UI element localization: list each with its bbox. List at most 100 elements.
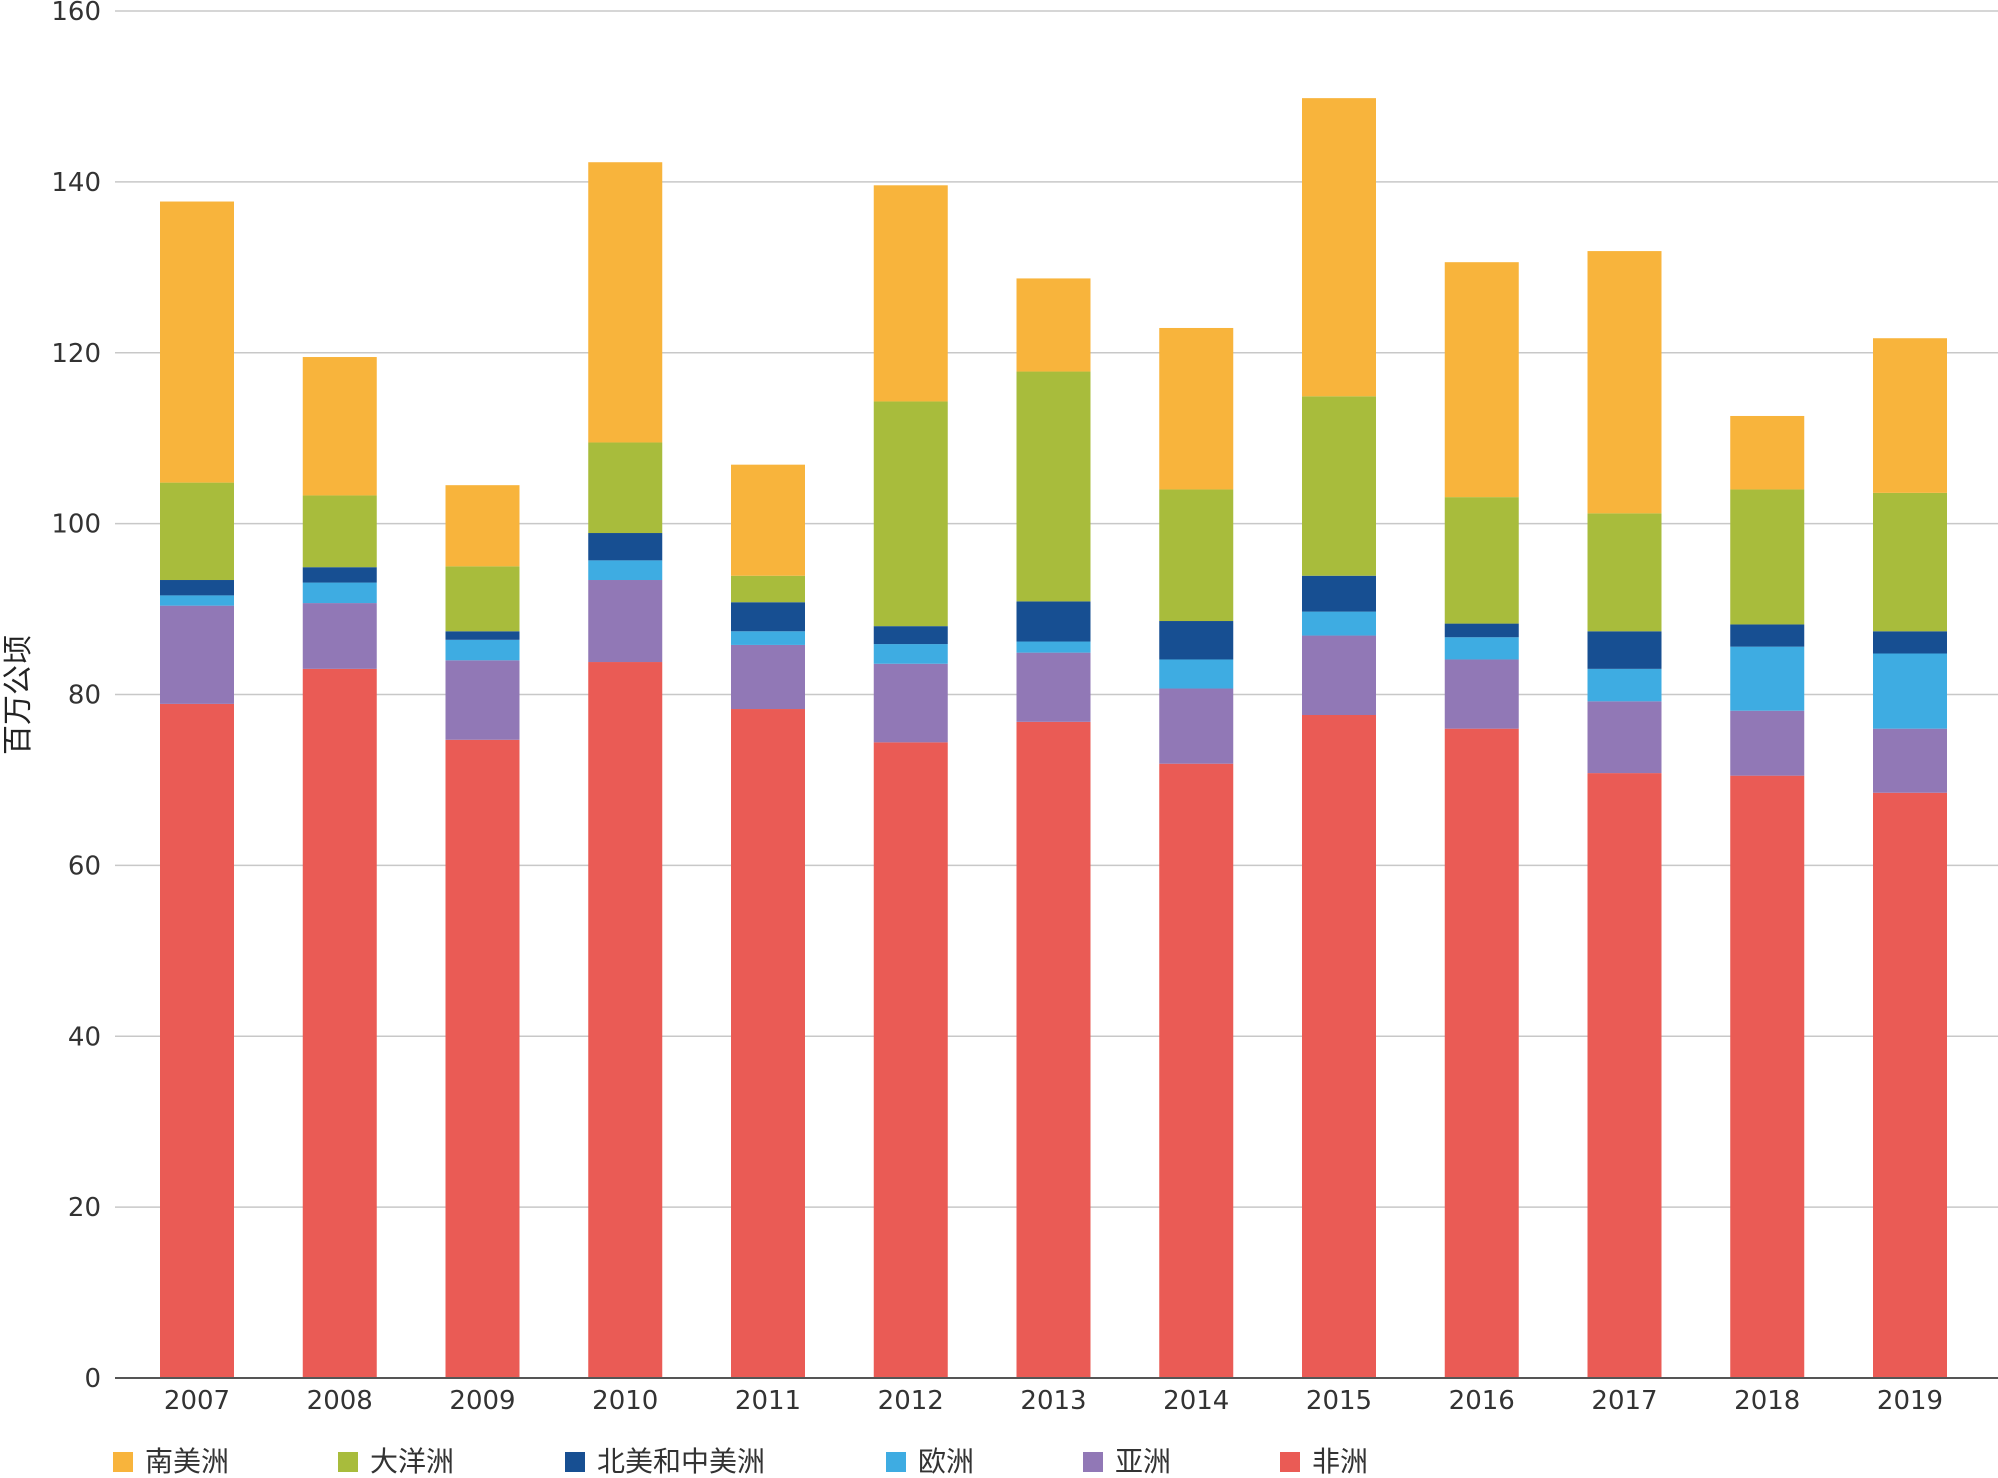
bar-segment bbox=[1016, 721, 1091, 1378]
bar-segment bbox=[1587, 701, 1662, 774]
bar-segment bbox=[1730, 624, 1805, 647]
legend-label: 北美和中美洲 bbox=[597, 1445, 765, 1478]
x-tick-label: 2014 bbox=[1163, 1386, 1229, 1416]
bar-segment bbox=[302, 582, 377, 604]
legend-label: 南美洲 bbox=[145, 1445, 229, 1478]
bars bbox=[160, 98, 1947, 1378]
x-tick-label: 2010 bbox=[592, 1386, 658, 1416]
legend-swatch bbox=[1280, 1452, 1300, 1472]
bar-segment bbox=[1016, 641, 1091, 653]
bar-segment bbox=[1302, 635, 1376, 716]
bar-segment bbox=[1016, 652, 1091, 722]
bar-segment bbox=[1444, 728, 1519, 1378]
legend-label: 欧洲 bbox=[918, 1445, 974, 1478]
bar-segment bbox=[1159, 327, 1234, 490]
x-tick-label: 2007 bbox=[164, 1386, 230, 1416]
x-tick-label: 2011 bbox=[735, 1386, 801, 1416]
bar-segment bbox=[1730, 415, 1805, 490]
bar-segment bbox=[873, 644, 948, 664]
bar-segment bbox=[1302, 98, 1376, 397]
legend-item: 非洲 bbox=[1280, 1445, 1368, 1478]
bar-segment bbox=[302, 603, 377, 669]
bar-segment bbox=[445, 739, 520, 1378]
y-axis-title: 百万公顷 bbox=[1, 635, 36, 755]
x-tick-label: 2009 bbox=[449, 1386, 515, 1416]
legend-item: 大洋洲 bbox=[338, 1445, 454, 1478]
bar-segment bbox=[731, 644, 805, 710]
bar-segment bbox=[731, 602, 805, 632]
y-tick-label: 120 bbox=[51, 339, 101, 369]
legend-swatch bbox=[886, 1452, 906, 1472]
legend-swatch bbox=[338, 1452, 358, 1472]
bar-segment bbox=[1873, 338, 1947, 493]
bar-segment bbox=[1016, 278, 1091, 372]
bar-segment bbox=[588, 560, 663, 581]
y-tick-label: 140 bbox=[51, 168, 101, 198]
bar-segment bbox=[1444, 637, 1519, 660]
bar-segment bbox=[1587, 251, 1662, 514]
x-tick-label: 2019 bbox=[1877, 1386, 1943, 1416]
bar-segment bbox=[445, 631, 520, 640]
bar-segment bbox=[1444, 659, 1519, 729]
y-tick-label: 20 bbox=[68, 1193, 101, 1223]
bar-segment bbox=[1302, 715, 1376, 1378]
legend-swatch bbox=[1083, 1452, 1103, 1472]
legend-swatch bbox=[113, 1452, 133, 1472]
bar-segment bbox=[1873, 653, 1947, 729]
bar-segment bbox=[1730, 775, 1805, 1378]
bar-segment bbox=[302, 567, 377, 583]
bar-segment bbox=[873, 663, 948, 743]
bar-segment bbox=[1730, 489, 1805, 625]
bar-segment bbox=[445, 660, 520, 740]
bar-segment bbox=[588, 662, 663, 1378]
y-tick-label: 0 bbox=[84, 1364, 101, 1394]
bar-segment bbox=[873, 742, 948, 1378]
legend-item: 北美和中美洲 bbox=[565, 1445, 765, 1478]
bar-segment bbox=[302, 357, 377, 496]
bar-segment bbox=[1016, 601, 1091, 642]
bar-segment bbox=[1873, 492, 1947, 632]
bar-segment bbox=[160, 482, 234, 581]
legend: 南美洲 大洋洲 北美和中美洲 欧洲 亚洲 非洲 bbox=[113, 1445, 1368, 1478]
legend-item: 亚洲 bbox=[1083, 1445, 1171, 1478]
y-tick-label: 60 bbox=[68, 851, 101, 881]
bar-segment bbox=[1159, 659, 1234, 689]
y-axis-ticks: 0 20 40 60 80 100 120 140 160 bbox=[51, 0, 101, 1394]
x-tick-label: 2015 bbox=[1306, 1386, 1372, 1416]
bar-segment bbox=[160, 201, 234, 483]
bar-segment bbox=[445, 639, 520, 661]
bar-segment bbox=[873, 185, 948, 402]
bar-segment bbox=[588, 533, 663, 561]
bar-segment bbox=[1302, 396, 1376, 576]
x-axis-ticks: 2007 2008 2009 2010 2011 2012 2013 2014 2015 2016… bbox=[164, 1386, 1943, 1416]
y-tick-label: 80 bbox=[68, 681, 101, 711]
bar-segment bbox=[588, 162, 663, 443]
bar-segment bbox=[731, 575, 805, 603]
bar-segment bbox=[160, 605, 234, 704]
bar-segment bbox=[731, 709, 805, 1378]
y-tick-label: 40 bbox=[68, 1022, 101, 1052]
bar-segment bbox=[1302, 611, 1376, 636]
x-tick-label: 2017 bbox=[1591, 1386, 1657, 1416]
bar-segment bbox=[1873, 728, 1947, 793]
bar-segment bbox=[1159, 688, 1234, 764]
bar-segment bbox=[1444, 623, 1519, 638]
bar-segment bbox=[1587, 668, 1662, 702]
legend-item: 南美洲 bbox=[113, 1445, 229, 1478]
bar-segment bbox=[1444, 497, 1519, 624]
bar-segment bbox=[1444, 262, 1519, 498]
y-tick-label: 160 bbox=[51, 0, 101, 27]
bar-segment bbox=[731, 464, 805, 576]
bar-segment bbox=[160, 595, 234, 606]
legend-label: 亚洲 bbox=[1115, 1445, 1171, 1478]
bar-segment bbox=[160, 703, 234, 1378]
bar-segment bbox=[1159, 489, 1234, 622]
legend-label: 大洋洲 bbox=[370, 1445, 454, 1478]
legend-label: 非洲 bbox=[1312, 1445, 1368, 1478]
bar-segment bbox=[1587, 773, 1662, 1378]
bar-segment bbox=[1016, 371, 1091, 602]
x-tick-label: 2018 bbox=[1734, 1386, 1800, 1416]
bar-segment bbox=[873, 401, 948, 627]
bar-segment bbox=[1302, 575, 1376, 612]
